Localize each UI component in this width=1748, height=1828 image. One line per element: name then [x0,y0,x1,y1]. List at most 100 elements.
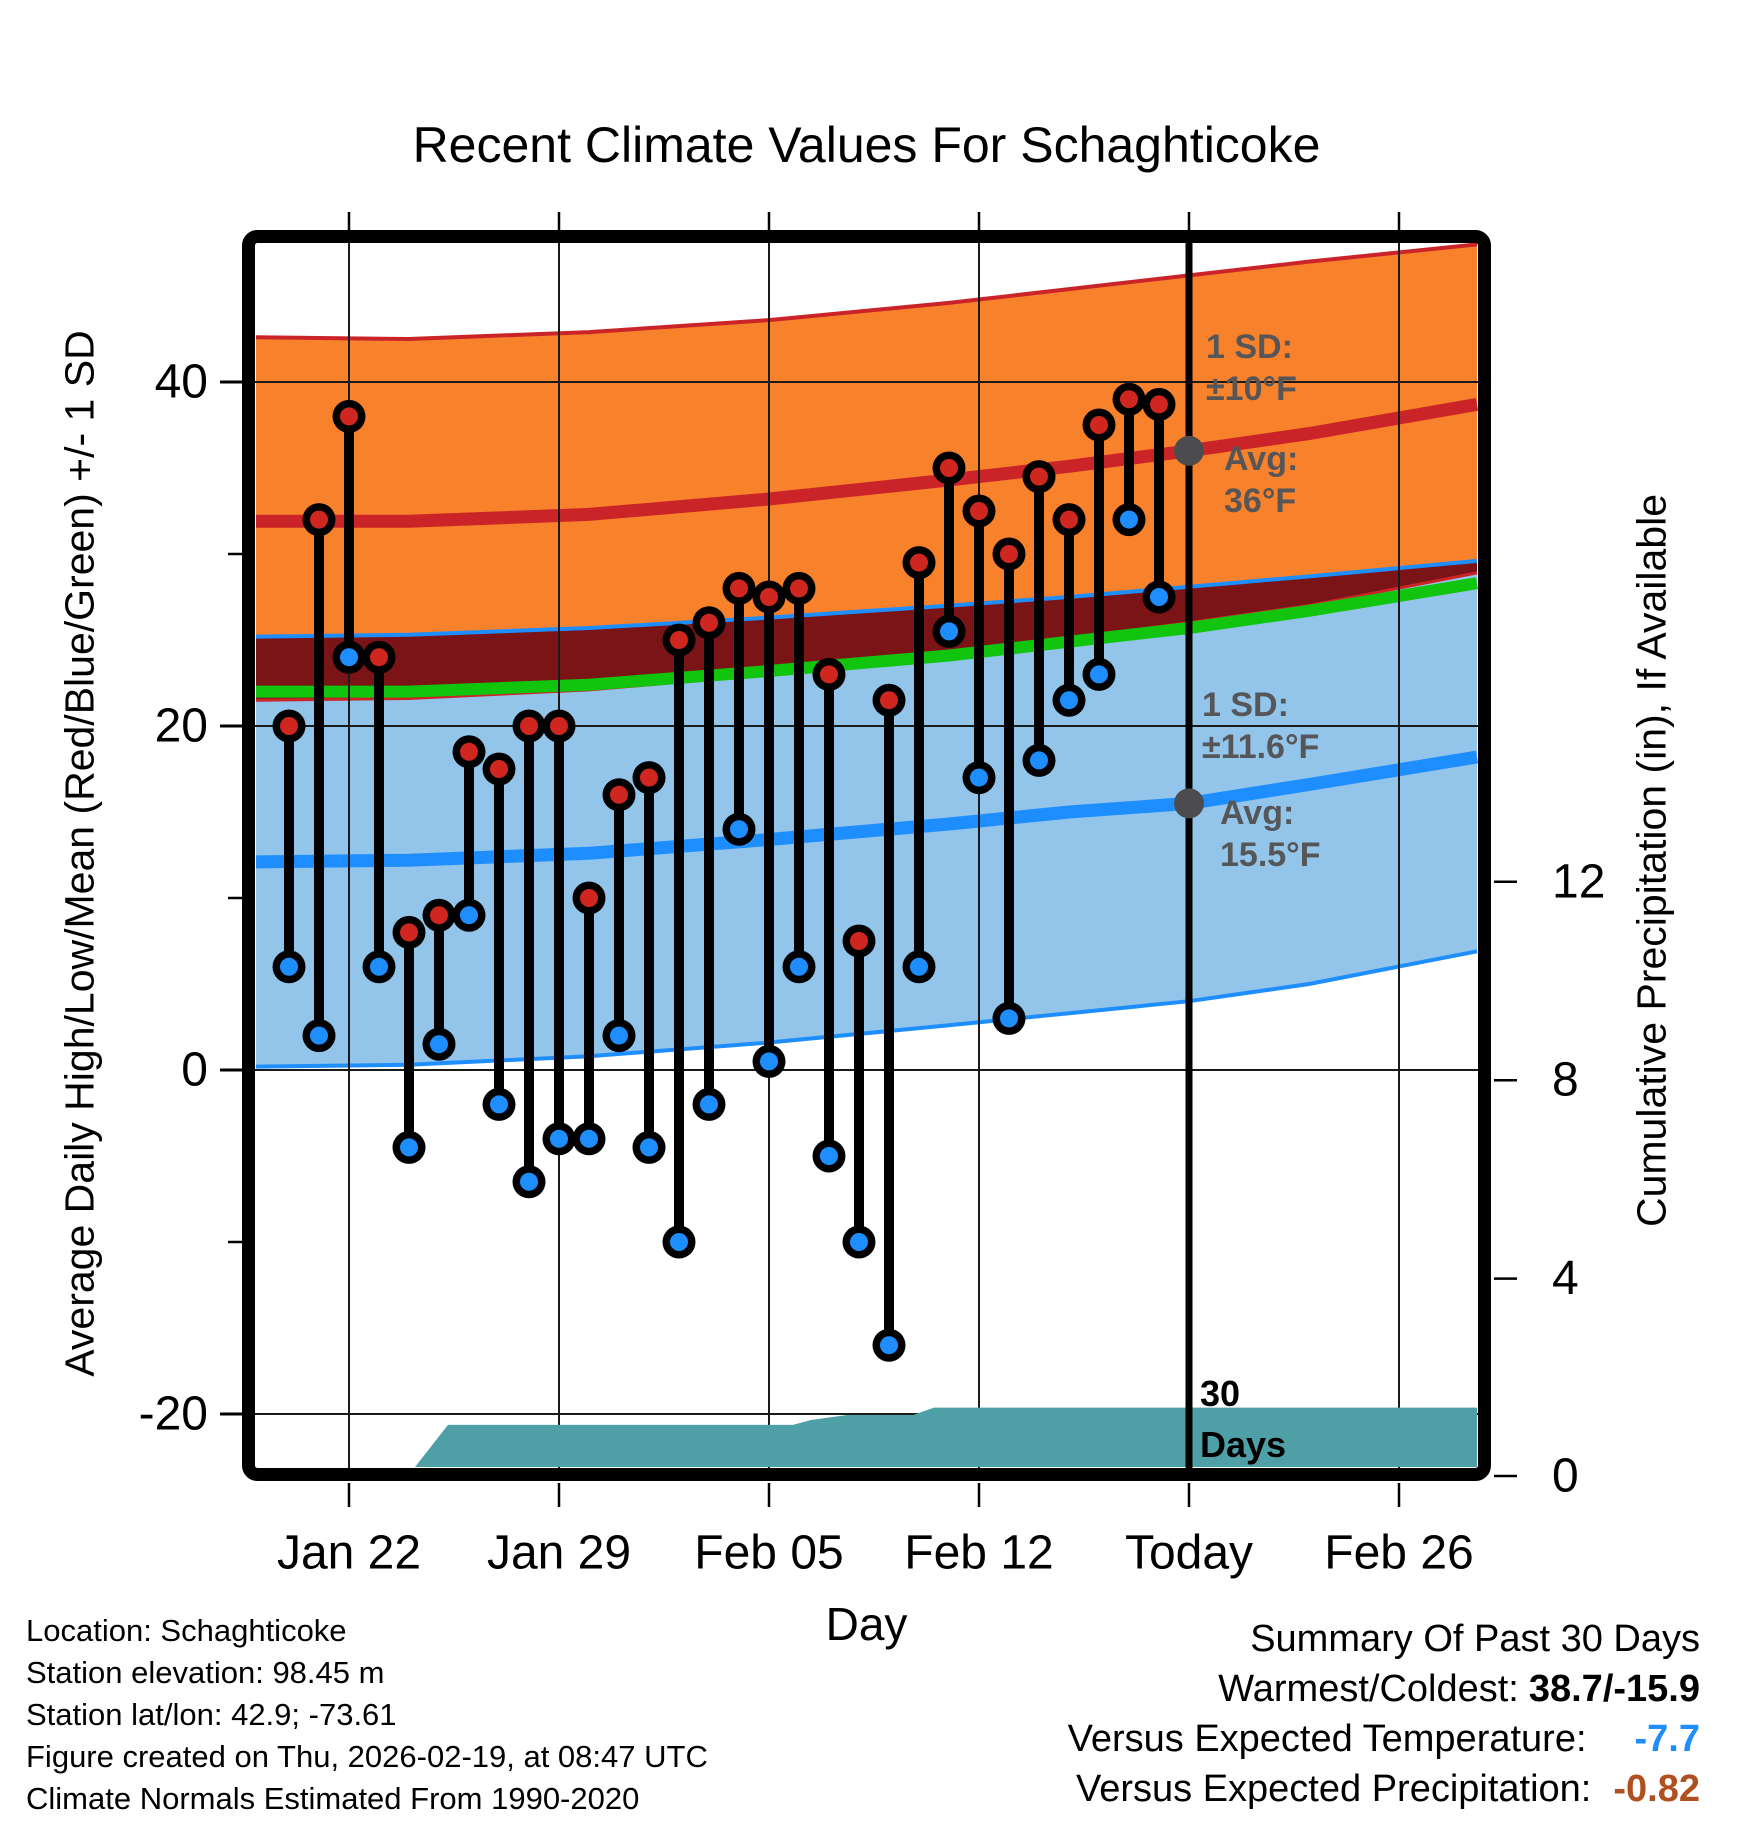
daily-high-dot [340,407,358,426]
daily-high-dot [1150,395,1168,414]
daily-low-dot [550,1129,568,1148]
cumulative-precip-area [415,1407,1477,1467]
daily-high-dot [490,760,508,778]
daily-low-dot [460,906,478,925]
daily-high-dot [400,923,418,942]
low-sd-line2: ±11.6°F [1202,728,1320,766]
daily-low-dot [670,1233,688,1251]
summary-block: Summary Of Past 30 Days Warmest/Coldest:… [1068,1614,1700,1814]
daily-high-dot [1120,390,1138,409]
avg-high-marker-dot [1174,435,1204,466]
daily-low-dot [850,1233,868,1251]
daily-high-dot [640,768,658,787]
footer-latlon: Station lat/lon: 42.9; -73.61 [26,1697,397,1732]
daily-high-dot [310,510,328,529]
daily-high-dot [760,588,778,606]
chart-title: Recent Climate Values For Schaghticoke [412,117,1321,173]
daily-high-dot [700,613,718,632]
daily-low-dot [280,957,298,976]
daily-low-dot [820,1147,838,1165]
high-band-avg-annotation: Avg: 36°F [1224,438,1298,522]
high-sd-line1: 1 SD: [1206,328,1293,366]
footer-location: Location: Schaghticoke [26,1613,347,1648]
daily-high-dot [850,932,868,950]
y-axis-left-label: Average Daily High/Low/Mean (Red/Blue/Gr… [56,330,103,1377]
summary-heading: Summary Of Past 30 Days [1250,1618,1700,1660]
daily-high-dot [610,785,628,804]
daily-low-dot [1060,691,1078,710]
daily-high-dot [670,631,688,649]
vs-precip-value: -0.82 [1613,1768,1700,1810]
vs-temp-value: -7.7 [1634,1718,1700,1760]
daily-low-dot [1000,1009,1018,1028]
x-tick-label: Feb 26 [1324,1527,1473,1580]
high-avg-line1: Avg: [1224,440,1299,478]
daily-low-dot [910,957,928,976]
daily-low-dot [940,622,958,641]
daily-low-dot [310,1026,328,1045]
daily-high-dot [370,648,388,667]
plot-border [242,230,1491,1481]
x-tick-label: Jan 29 [487,1527,631,1580]
low-avg-line2: 15.5°F [1220,836,1321,874]
daily-low-dot [370,957,388,976]
daily-low-dot [760,1052,778,1071]
y-axis-right-label: Cumulative Precipitation (in), If Availa… [1628,493,1675,1228]
daily-low-dot [1120,510,1138,529]
y-left-tick-label: 20 [155,700,208,753]
high-band-top-edge [255,242,1478,342]
y-right-tick-label: 4 [1552,1252,1579,1305]
daily-low-dot [790,957,808,976]
daily-high-dot [1090,416,1108,434]
x-tick-label: Feb 05 [694,1527,843,1580]
y-right-tick-label: 8 [1552,1054,1579,1107]
daily-low-dot [1090,665,1108,684]
daily-high-dot [520,717,538,735]
footer-created: Figure created on Thu, 2026-02-19, at 08… [26,1739,708,1774]
summary-vs-temp-row: Versus Expected Temperature: -7.7 [1068,1714,1700,1764]
low-band-avg-annotation: Avg: 15.5°F [1220,792,1321,876]
daily-low-dot [520,1172,538,1191]
x-tick-label: Today [1125,1527,1253,1580]
x-axis-label: Day [826,1598,908,1650]
daily-high-dot [880,691,898,710]
daily-low-dot [1150,588,1168,606]
daily-high-dot [790,579,808,598]
daily-high-dot [1030,467,1048,486]
daily-low-dot [490,1095,508,1114]
daily-high-dot [550,717,568,735]
daily-low-dot [970,768,988,787]
high-avg-line2: 36°F [1224,482,1297,520]
high-sd-line2: ±10°F [1206,370,1297,408]
period-line1: 30 [1200,1373,1241,1414]
period-30-days-label: 30 Days [1200,1368,1286,1470]
daily-low-dot [1030,751,1048,770]
daily-low-dot [400,1138,418,1157]
daily-high-dot [280,717,298,735]
vs-precip-label: Versus Expected Precipitation: [1075,1768,1592,1810]
daily-low-dot [640,1138,658,1157]
footer-metadata: Location: Schaghticoke Station elevation… [26,1610,708,1820]
daily-high-dot [460,742,478,761]
daily-high-dot [1060,510,1078,529]
low-avg-line1: Avg: [1220,794,1295,832]
daily-high-dot [430,906,448,925]
daily-high-dot [940,459,958,477]
footer-elevation: Station elevation: 98.45 m [26,1655,385,1690]
daily-high-dot [730,579,748,598]
period-line2: Days [1200,1424,1287,1465]
daily-high-dot [820,665,838,684]
vs-temp-label: Versus Expected Temperature: [1067,1718,1587,1760]
daily-low-dot [880,1336,898,1355]
low-band-sd-annotation: 1 SD: ±11.6°F [1202,684,1319,768]
daily-high-dot [970,502,988,520]
warmest-label: Warmest/Coldest: [1218,1668,1519,1710]
high-band-sd-annotation: 1 SD: ±10°F [1206,326,1297,410]
daily-low-dot [700,1095,718,1114]
footer-normals: Climate Normals Estimated From 1990-2020 [26,1781,640,1816]
summary-warmest-row: Warmest/Coldest: 38.7/-15.9 [1068,1664,1700,1714]
summary-vs-precip-row: Versus Expected Precipitation: -0.82 [1068,1764,1700,1814]
daily-low-dot [610,1026,628,1045]
